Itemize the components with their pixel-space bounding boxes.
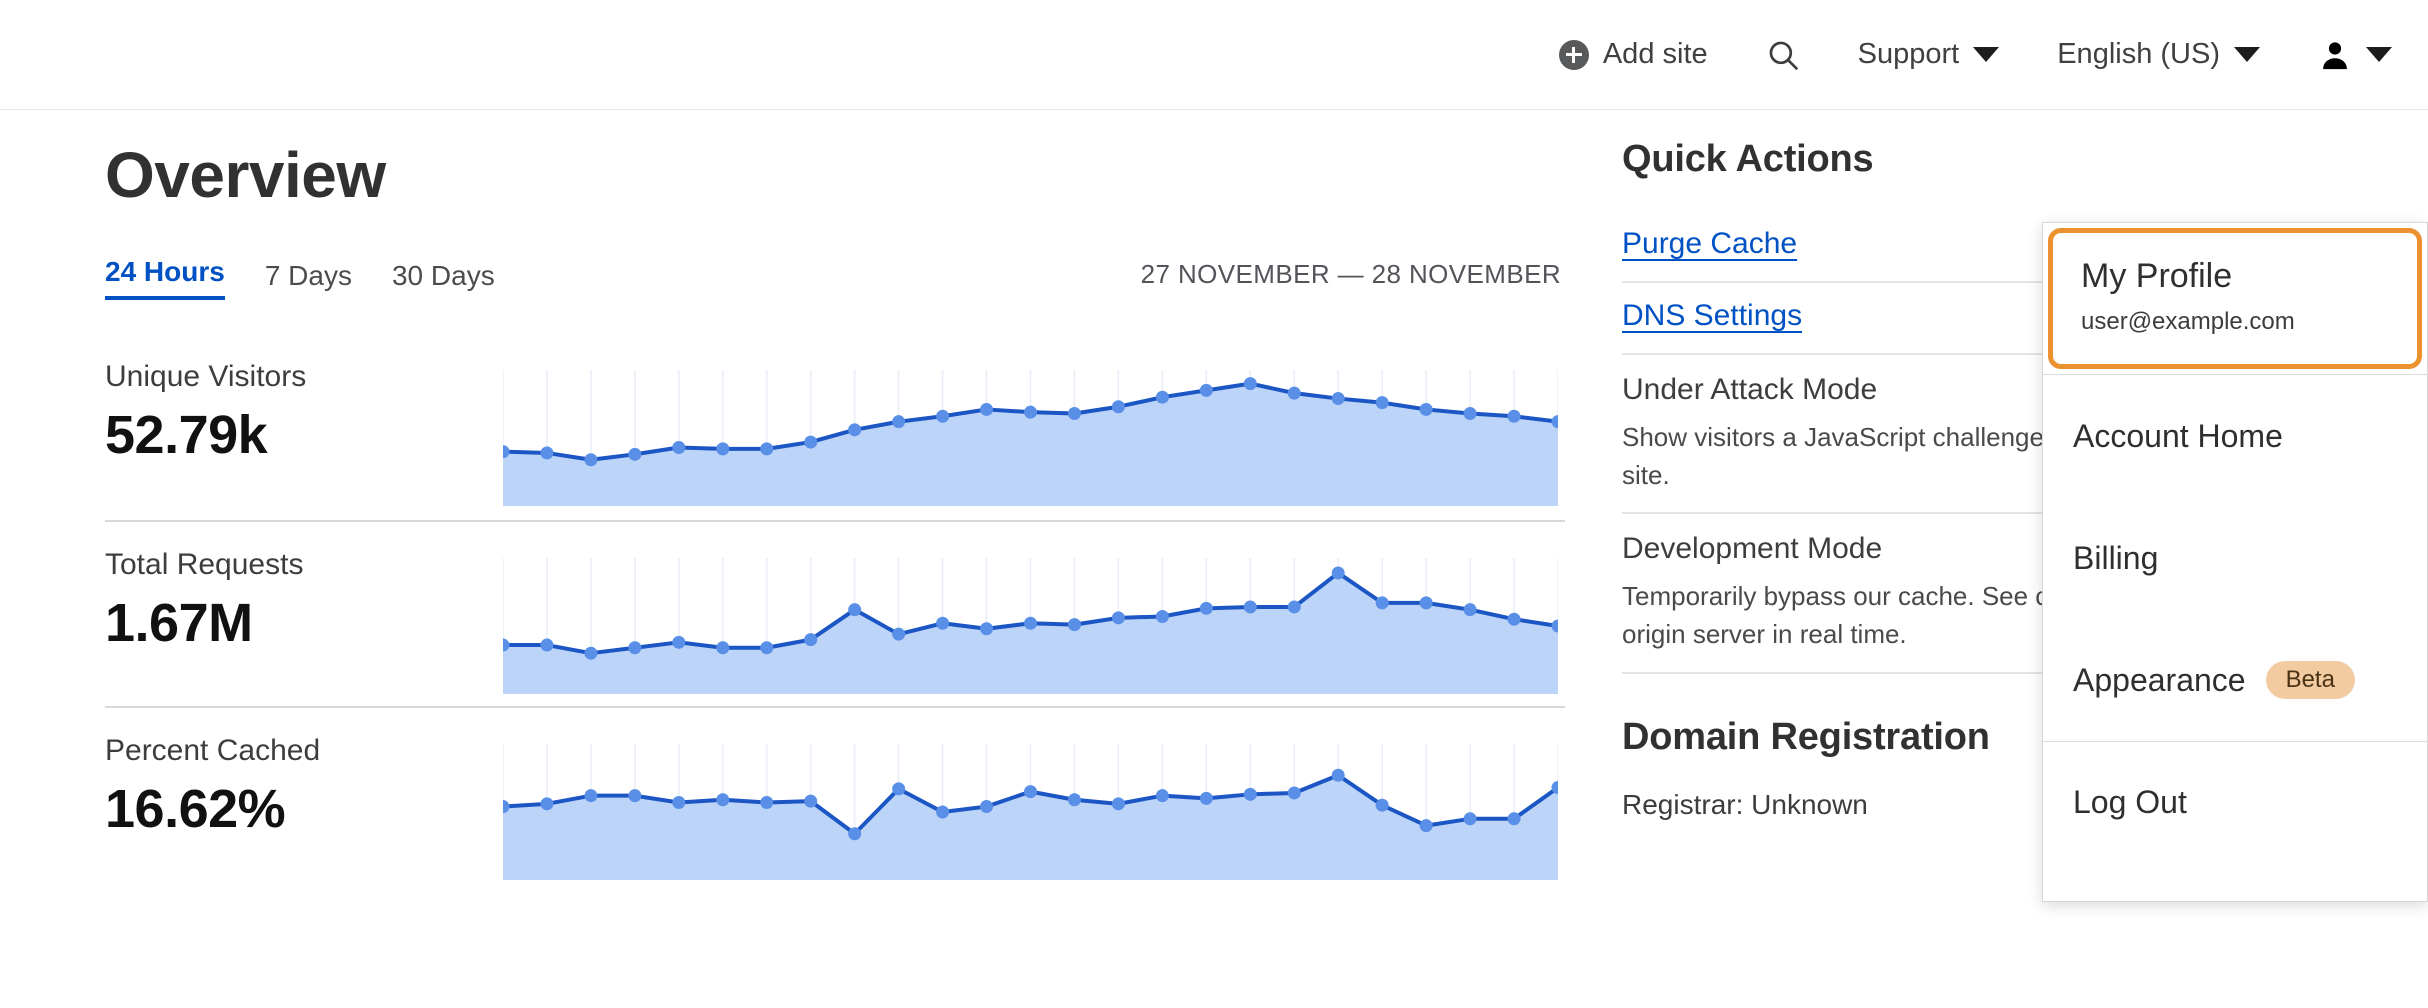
- under-attack-mode-title: Under Attack Mode: [1622, 373, 1878, 406]
- dns-settings-link[interactable]: DNS Settings: [1622, 299, 1803, 332]
- metric-label: Percent Cached: [105, 734, 321, 767]
- menu-separator: [2043, 741, 2427, 742]
- plus-circle-icon: [1558, 39, 1589, 70]
- chevron-down-icon: [1973, 47, 2000, 62]
- search-icon: [1769, 41, 1798, 70]
- user-dropdown-menu: My Profile user@example.com Account Home…: [2042, 222, 2428, 902]
- dns-settings-row: DNS Settings: [1622, 283, 2262, 355]
- beta-badge: Beta: [2265, 661, 2355, 699]
- development-mode-title: Development Mode: [1622, 532, 1883, 566]
- my-profile-label: My Profile: [2081, 257, 2233, 295]
- metric-value: 16.62%: [105, 779, 286, 839]
- metric-row-total-requests: Total Requests 1.67M: [105, 520, 1565, 706]
- top-header: Add site Support English (US): [0, 0, 2428, 110]
- chevron-down-icon: [2234, 47, 2260, 62]
- metric-row-percent-cached: Percent Cached 16.62%: [105, 706, 1565, 892]
- overview-column: Overview 24 Hours 7 Days 30 Days 27 NOVE…: [105, 110, 1565, 892]
- tab-7-days[interactable]: 7 Days: [264, 260, 352, 291]
- date-range-label: 27 NOVEMBER — 28 NOVEMBER: [1140, 259, 1561, 289]
- menu-item-log-out[interactable]: Log Out: [2043, 742, 2427, 862]
- chart-percent-cached[interactable]: [503, 722, 1558, 880]
- metrics-list: Unique Visitors 52.79k Total Requests 1.…: [105, 334, 1565, 892]
- metric-label: Total Requests: [105, 548, 304, 581]
- my-profile-email: user@example.com: [2081, 308, 2295, 335]
- appearance-label: Appearance: [2073, 661, 2246, 698]
- chevron-down-icon: [2366, 47, 2392, 62]
- tab-24-hours[interactable]: 24 Hours: [105, 256, 225, 300]
- main-content: Overview 24 Hours 7 Days 30 Days 27 NOVE…: [0, 110, 2428, 1008]
- metric-value: 1.67M: [105, 593, 253, 653]
- metric-label: Unique Visitors: [105, 360, 307, 393]
- add-site-button[interactable]: Add site: [1558, 38, 1708, 71]
- menu-separator: [2043, 374, 2427, 375]
- domain-registration-section: Domain Registration Registrar: Unknown: [1622, 716, 2262, 821]
- account-home-label: Account Home: [2073, 417, 2283, 454]
- purge-cache-row: Purge Cache: [1622, 211, 2262, 283]
- metric-value: 52.79k: [105, 405, 268, 465]
- language-dropdown[interactable]: English (US): [2057, 38, 2260, 71]
- menu-item-billing[interactable]: Billing: [2043, 497, 2427, 619]
- domain-registration-title: Domain Registration: [1622, 715, 1990, 758]
- billing-label: Billing: [2073, 539, 2159, 576]
- user-avatar-icon: [2323, 41, 2347, 69]
- add-site-label: Add site: [1602, 38, 1708, 70]
- support-dropdown[interactable]: Support: [1858, 38, 2000, 71]
- page-title: Overview: [105, 139, 386, 211]
- menu-item-account-home[interactable]: Account Home: [2043, 375, 2427, 497]
- search-button[interactable]: [1766, 38, 1800, 72]
- quick-actions-title: Quick Actions: [1622, 138, 1874, 180]
- time-range-tabs: 24 Hours 7 Days 30 Days 27 NOVEMBER — 28…: [105, 256, 1565, 300]
- account-dropdown[interactable]: [2318, 38, 2392, 72]
- purge-cache-link[interactable]: Purge Cache: [1622, 227, 1798, 260]
- registrar-value: Registrar: Unknown: [1622, 788, 1868, 820]
- metric-row-unique-visitors: Unique Visitors 52.79k: [105, 334, 1565, 520]
- language-label: English (US): [2057, 38, 2220, 70]
- log-out-label: Log Out: [2073, 783, 2187, 820]
- chart-total-requests[interactable]: [503, 536, 1558, 694]
- chart-unique-visitors[interactable]: [503, 348, 1558, 506]
- menu-item-my-profile[interactable]: My Profile user@example.com: [2048, 228, 2422, 369]
- menu-item-appearance[interactable]: Appearance Beta: [2043, 619, 2427, 741]
- tab-30-days[interactable]: 30 Days: [391, 260, 495, 291]
- support-label: Support: [1857, 38, 1960, 70]
